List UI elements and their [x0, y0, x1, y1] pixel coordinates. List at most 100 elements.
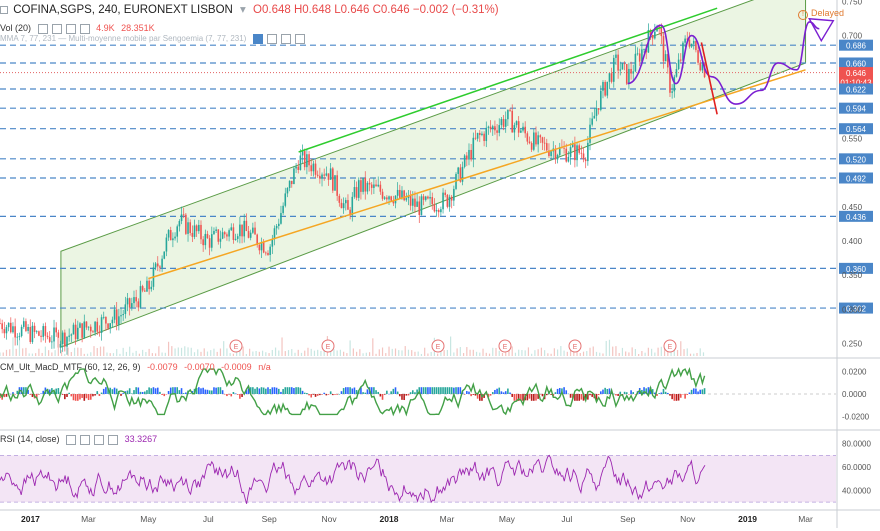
volume-bar — [90, 352, 92, 356]
candle-body — [139, 286, 142, 308]
candle-body — [651, 35, 654, 39]
close-icon[interactable] — [65, 23, 76, 34]
candle-body — [357, 180, 360, 198]
volume-bar — [362, 353, 364, 356]
collapse-icon[interactable] — [0, 5, 8, 14]
macd-histogram-bar — [303, 392, 306, 394]
macd-histogram-bar — [282, 389, 284, 394]
candle-body — [701, 64, 704, 71]
volume-bar — [612, 346, 614, 356]
macd-histogram-bar — [308, 394, 310, 396]
volume-bar — [693, 353, 695, 356]
macd-histogram-bar — [396, 391, 399, 394]
macd-histogram-bar — [686, 394, 689, 395]
candle-body — [68, 335, 70, 337]
candle-body — [381, 191, 384, 199]
macd-histogram-bar — [509, 392, 511, 394]
macd-histogram-bar — [269, 388, 271, 394]
candle-body — [135, 297, 137, 302]
settings-icon[interactable] — [51, 23, 62, 34]
macd-histogram-bar — [435, 387, 438, 394]
macd-histogram-bar — [463, 394, 466, 395]
volume-bar — [482, 348, 484, 356]
candle-body — [74, 324, 77, 340]
candle-body — [641, 49, 643, 62]
candle-body — [154, 263, 157, 268]
volume-bar — [417, 351, 419, 356]
candle-body — [496, 130, 498, 133]
volume-bar — [628, 352, 630, 356]
volume-bar — [307, 347, 309, 356]
macd-histogram-bar — [254, 388, 256, 394]
candle-body — [40, 335, 42, 337]
macd-histogram-bar — [491, 392, 494, 394]
chevron-down-icon[interactable]: ▾ — [240, 4, 246, 16]
macd-histogram-bar — [68, 392, 70, 394]
candle-body — [584, 159, 587, 162]
symbol-title[interactable]: COFINA,SGPS, 240, EURONEXT LISBON — [13, 4, 233, 16]
candle-body — [697, 50, 699, 63]
volume-bar — [420, 353, 423, 356]
macd-histogram-bar — [189, 393, 191, 394]
candle-body — [431, 197, 434, 205]
macd-histogram-bar — [102, 388, 105, 394]
candle-body — [433, 204, 436, 212]
candle-body — [310, 165, 313, 172]
candle-body — [677, 59, 680, 70]
candle-body — [608, 73, 611, 82]
rsi-label[interactable]: RSI (14, close) — [0, 434, 60, 444]
macd-histogram-bar — [390, 391, 392, 394]
volume-bar — [291, 349, 293, 356]
candle-body — [386, 197, 388, 200]
event-marker-label: E — [668, 344, 673, 351]
volume-bar — [106, 352, 108, 356]
candle-body — [379, 184, 382, 192]
candle-body — [548, 150, 550, 157]
macd-histogram-bar — [180, 388, 183, 394]
candle-body — [571, 144, 574, 148]
macd-histogram-bar — [314, 394, 317, 397]
macd-histogram-bar — [649, 387, 652, 394]
macd-histogram-bar — [483, 394, 485, 398]
candle-body — [323, 174, 325, 176]
macd-histogram-bar — [81, 394, 83, 398]
more-icon[interactable] — [79, 23, 90, 34]
close-icon[interactable] — [94, 434, 105, 445]
candle-body — [416, 201, 418, 207]
candle-body — [232, 227, 235, 240]
candle-body — [478, 132, 481, 136]
candle-body — [271, 239, 274, 247]
macd-histogram-bar — [126, 390, 129, 394]
macd-histogram-bar — [411, 390, 414, 394]
volume-bar — [12, 337, 14, 356]
candle-body — [150, 286, 153, 290]
macd-histogram-bar — [563, 387, 565, 394]
macd-label[interactable]: CM_Ult_MacD_MTF (60, 12, 26, 9) — [0, 362, 141, 372]
candle-body — [3, 329, 6, 334]
macd-histogram-bar — [219, 387, 222, 394]
macd-histogram-bar — [472, 394, 475, 395]
macd-histogram-bar — [200, 388, 202, 394]
close-icon[interactable] — [280, 34, 291, 44]
settings-icon[interactable] — [80, 434, 91, 445]
eye-icon[interactable] — [252, 34, 263, 44]
candle-body — [509, 109, 511, 111]
ma-label[interactable]: MMA 7, 77, 231 — Multi-moyenne mobile pa… — [0, 34, 247, 44]
candle-body — [286, 187, 289, 194]
candle-body — [353, 187, 356, 197]
volume-bar — [472, 349, 474, 356]
candle-body — [7, 322, 10, 328]
macd-histogram-bar — [72, 394, 75, 401]
more-icon[interactable] — [294, 34, 305, 44]
settings-icon[interactable] — [266, 34, 277, 44]
macd-histogram-bar — [703, 388, 706, 394]
volume-label[interactable]: Vol (20) — [0, 23, 32, 33]
macd-histogram-bar — [457, 387, 459, 394]
eye-icon[interactable] — [66, 434, 77, 445]
more-icon[interactable] — [108, 434, 119, 445]
eye-icon[interactable] — [37, 23, 48, 34]
candle-body — [457, 167, 459, 174]
delayed-badge[interactable]: ! Delayed — [798, 8, 844, 20]
